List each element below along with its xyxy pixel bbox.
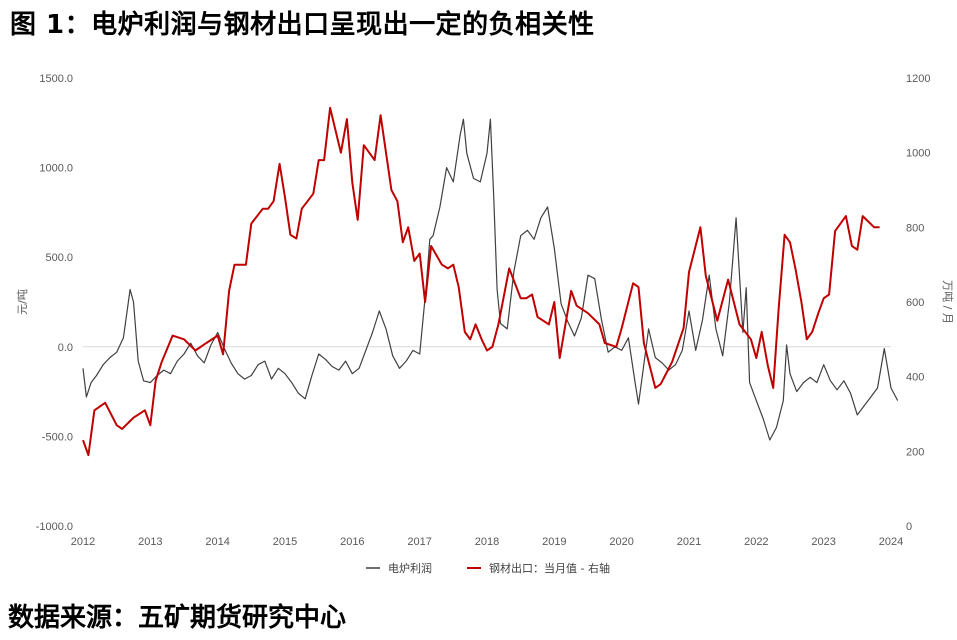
x-tick-label: 2018 xyxy=(475,536,499,548)
series-line-2 xyxy=(82,106,880,457)
y-left-tick-label: 1000.0 xyxy=(39,163,73,175)
x-tick-label: 2019 xyxy=(542,536,566,548)
legend: 电炉利润 钢材出口：当月值 - 右轴 xyxy=(366,561,610,575)
page-title: 图 1：电炉利润与钢材出口呈现出一定的负相关性 xyxy=(10,10,595,40)
x-tick-label: 2017 xyxy=(407,536,431,548)
y-right-tick-label: 1000 xyxy=(906,148,930,160)
y-left-title: 元/吨 xyxy=(16,289,29,315)
series-line-1 xyxy=(82,118,899,441)
x-tick-label: 2020 xyxy=(609,536,633,548)
y-right-tick-label: 600 xyxy=(906,297,924,309)
series-layer xyxy=(82,106,899,457)
x-tick-label: 2022 xyxy=(744,536,768,548)
legend-label: 电炉利润 xyxy=(388,561,432,575)
y-right-tick-label: 200 xyxy=(906,446,924,458)
x-tick-label: 2013 xyxy=(138,536,162,548)
y-left-tick-label: 500.0 xyxy=(45,252,73,264)
x-tick-label: 2014 xyxy=(205,536,229,548)
x-tick-label: 2023 xyxy=(811,536,835,548)
source-note: 数据来源：五矿期货研究中心 xyxy=(8,603,347,633)
y-right-tick-label: 1200 xyxy=(906,73,930,85)
y-right-tick-label: 0 xyxy=(906,521,912,533)
x-tick-label: 2012 xyxy=(71,536,95,548)
y-left-tick-label: 1500.0 xyxy=(39,73,73,85)
x-tick-label: 2024 xyxy=(879,536,903,548)
x-tick-label: 2016 xyxy=(340,536,364,548)
y-left-tick-label: -500.0 xyxy=(42,431,73,443)
axes: 1500.0 1000.0 500.0 0.0 -500.0 -1000.0 1200 100… xyxy=(16,73,954,548)
x-tick-label: 2021 xyxy=(677,536,701,548)
y-right-title: 万吨 / 月 xyxy=(941,280,954,324)
legend-label: 钢材出口：当月值 - 右轴 xyxy=(489,561,610,575)
y-right-tick-label: 400 xyxy=(906,372,924,384)
y-left-tick-label: 0.0 xyxy=(58,342,73,354)
x-tick-label: 2015 xyxy=(273,536,297,548)
y-left-tick-label: -1000.0 xyxy=(36,521,73,533)
y-right-tick-label: 800 xyxy=(906,222,924,234)
